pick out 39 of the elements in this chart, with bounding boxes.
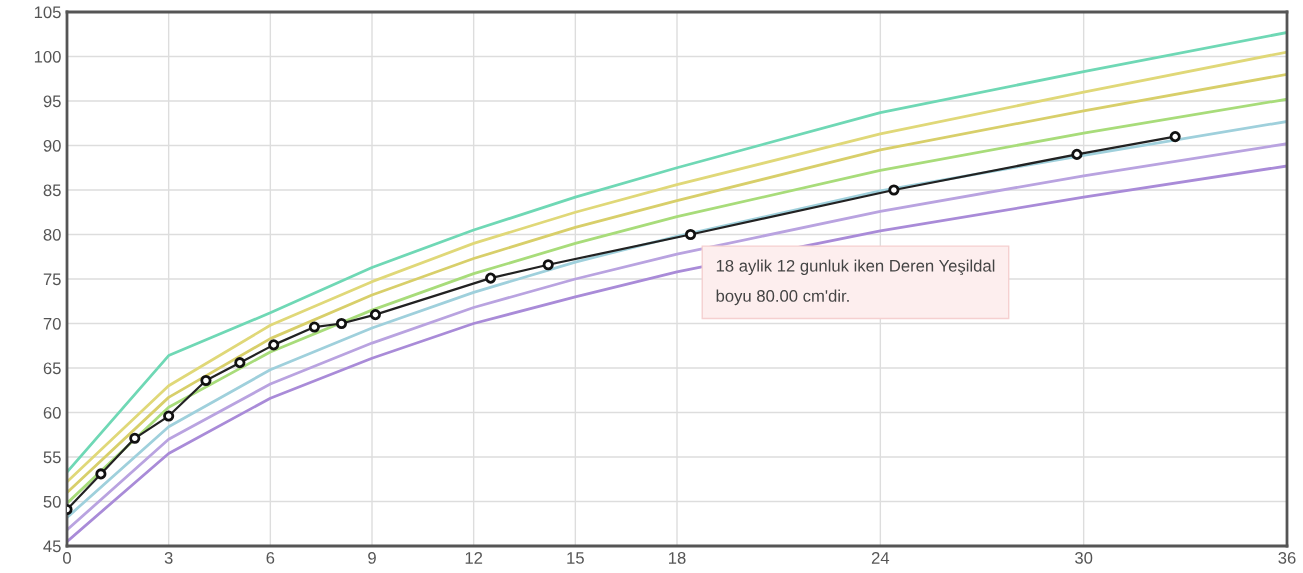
y-tick-label: 60 [43,406,61,419]
point [369,309,381,321]
point [234,357,246,369]
point [268,339,280,351]
point [542,259,554,271]
x-tick-label: 9 [368,552,376,564]
x-tick-label: 18 [669,552,686,564]
point [163,410,175,422]
y-tick-label: 105 [34,6,61,19]
y-tick-label: 55 [43,451,61,464]
point [200,374,212,387]
y-tick-label: 50 [43,495,61,508]
point [1169,131,1181,143]
annotation: 18 aylik 12 gunluk iken Deren Yeşildal boyu 80.00 cm'dir. [716,259,995,306]
y-tick-label: 70 [43,317,61,330]
point [485,272,497,284]
x-tick-label: 6 [266,552,275,564]
x-tick-label: 36 [1278,552,1296,564]
y-tick-label: 80 [43,228,61,241]
point [335,317,348,330]
point [129,432,141,444]
point [888,184,900,196]
y-tick-label: 75 [43,273,61,286]
point [685,228,697,241]
x-tick-label: 3 [164,552,173,564]
x-tick-label: 30 [1075,552,1093,564]
y-tick-label: 85 [43,184,61,197]
point [95,468,107,480]
y-tick-label: 95 [43,95,61,108]
y-tick-label: 100 [34,50,61,63]
x-tick-label: 15 [567,552,584,564]
x-tick-label: 24 [871,552,890,564]
x-tick-label: 0 [63,552,71,564]
x-tick-label: 12 [465,552,483,564]
y-tick-label: 65 [43,362,61,375]
y-tick-label: 90 [43,139,61,152]
y-tick-label: 45 [43,540,61,553]
point [1071,148,1083,160]
point [308,321,320,333]
